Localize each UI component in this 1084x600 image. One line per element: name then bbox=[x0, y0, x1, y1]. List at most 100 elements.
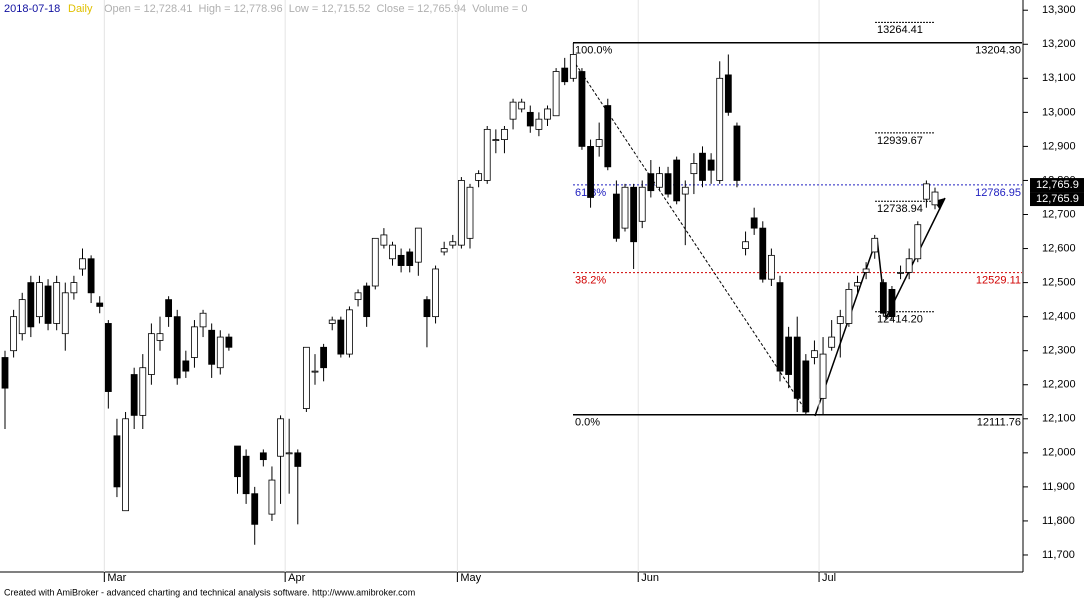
y-tick-label: 13,100 bbox=[1042, 72, 1076, 84]
trend-line bbox=[572, 59, 809, 415]
candle-body bbox=[819, 353, 827, 399]
candle-body bbox=[879, 282, 887, 314]
candle-body bbox=[931, 191, 939, 206]
candle-body bbox=[776, 282, 784, 372]
candle-body bbox=[914, 224, 922, 260]
candle-body bbox=[165, 299, 173, 318]
candle-body bbox=[242, 455, 250, 495]
y-tick-label: 13,000 bbox=[1042, 106, 1076, 118]
candle-body bbox=[423, 299, 431, 318]
candle-body bbox=[699, 152, 706, 181]
interval-label: Daily bbox=[68, 3, 93, 15]
candle-body bbox=[595, 139, 603, 147]
candle-body bbox=[122, 418, 129, 512]
candle-body bbox=[673, 159, 681, 202]
y-tick-label: 12,300 bbox=[1042, 345, 1076, 357]
candle-body bbox=[483, 128, 491, 181]
candle-body bbox=[466, 186, 474, 239]
candle-body bbox=[716, 77, 724, 181]
y-tick-label: 11,900 bbox=[1042, 481, 1075, 493]
candle-body bbox=[690, 163, 698, 175]
candle-body bbox=[501, 128, 508, 140]
fib-label: 38.2% bbox=[575, 275, 606, 287]
candle-body bbox=[113, 435, 121, 488]
candle-body bbox=[285, 452, 293, 455]
candle-body bbox=[10, 316, 18, 352]
candle-body bbox=[733, 125, 741, 181]
candle-body bbox=[578, 71, 586, 147]
candle-body bbox=[509, 101, 517, 120]
candle-body bbox=[18, 299, 26, 335]
candle-body bbox=[630, 186, 638, 243]
candle-body bbox=[277, 418, 284, 457]
candle-body bbox=[268, 479, 276, 515]
candle-body bbox=[139, 367, 147, 416]
candle-body bbox=[449, 241, 457, 246]
candle-body bbox=[656, 173, 663, 188]
fib-label: 0.0% bbox=[575, 417, 600, 429]
candle-body bbox=[922, 183, 930, 200]
candle-body bbox=[457, 180, 465, 246]
x-tick-label: May bbox=[460, 572, 481, 584]
candle-body bbox=[647, 173, 655, 192]
last-price-label: 12,765.9 bbox=[1036, 179, 1079, 191]
candle-body bbox=[526, 111, 534, 127]
candle-body bbox=[475, 173, 483, 181]
y-tick-label: 12,500 bbox=[1042, 277, 1076, 289]
candle-body bbox=[897, 271, 904, 274]
candle-body bbox=[888, 289, 896, 318]
fib-price: 13204.30 bbox=[975, 45, 1021, 57]
candle-body bbox=[862, 268, 870, 273]
candle-body bbox=[346, 309, 353, 355]
extension-label: 13264.41 bbox=[877, 24, 923, 36]
candle-body bbox=[397, 254, 405, 266]
last-price-label: 12,765.9 bbox=[1036, 193, 1079, 205]
candle-body bbox=[130, 374, 138, 416]
candle-body bbox=[724, 74, 732, 113]
candle-body bbox=[302, 346, 310, 409]
fib-label: 100.0% bbox=[575, 45, 613, 57]
candle-body bbox=[27, 282, 35, 328]
candle-body bbox=[552, 71, 560, 117]
candle-body bbox=[191, 326, 198, 358]
candle-body bbox=[294, 452, 302, 467]
candle-body bbox=[518, 101, 526, 110]
candle-body bbox=[104, 323, 112, 392]
fib-price: 12111.76 bbox=[977, 417, 1021, 429]
candle-body bbox=[535, 118, 543, 130]
candle-body bbox=[36, 282, 43, 318]
candle-body bbox=[199, 312, 207, 328]
candle-body bbox=[337, 319, 345, 355]
candle-body bbox=[492, 139, 500, 141]
last-price-box bbox=[1030, 178, 1084, 193]
candle-body bbox=[311, 370, 319, 373]
x-tick-label: Jun bbox=[641, 572, 659, 584]
candle-body bbox=[363, 285, 371, 318]
candle-body bbox=[87, 258, 95, 294]
y-tick-label: 12,200 bbox=[1042, 379, 1076, 391]
candle-body bbox=[225, 336, 233, 348]
candle-body bbox=[681, 186, 689, 195]
extension-label: 12939.67 bbox=[877, 135, 923, 147]
candle-body bbox=[208, 329, 216, 365]
candle-body bbox=[811, 350, 818, 358]
candle-body bbox=[1, 357, 9, 389]
candle-body bbox=[802, 360, 810, 413]
footer: Created with AmiBroker - advanced charti… bbox=[4, 587, 415, 597]
extension-label: 12414.20 bbox=[877, 314, 923, 326]
candle-body bbox=[61, 292, 69, 335]
candle-body bbox=[432, 268, 439, 318]
y-tick-label: 12,900 bbox=[1042, 140, 1076, 152]
quote-label: Open = 12,728.41 High = 12,778.96 Low = … bbox=[104, 3, 528, 15]
candle-body bbox=[621, 186, 629, 229]
candle-body bbox=[173, 316, 181, 379]
candle-body bbox=[871, 237, 879, 253]
candle-body bbox=[612, 193, 620, 239]
candle-body bbox=[854, 282, 861, 287]
x-tick-label: Apr bbox=[288, 572, 305, 584]
candle-body bbox=[53, 282, 61, 324]
candle-body bbox=[587, 146, 594, 198]
candle-body bbox=[569, 54, 577, 79]
candle-body bbox=[96, 302, 104, 307]
